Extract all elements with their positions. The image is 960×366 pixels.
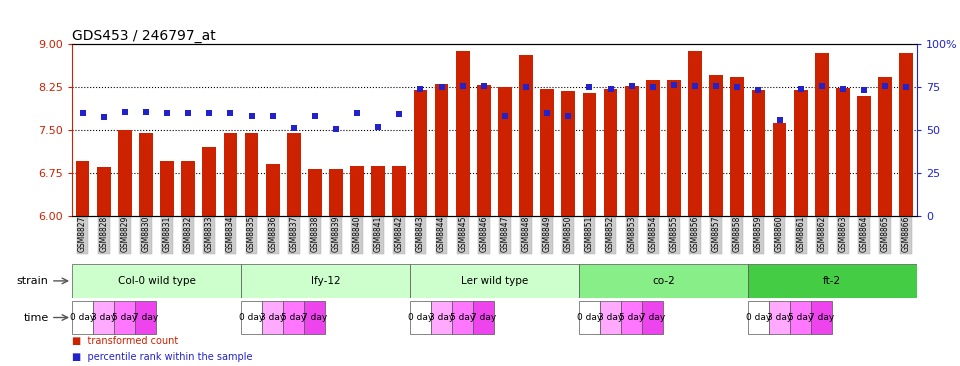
Bar [579, 264, 748, 298]
Bar [372, 166, 385, 216]
Bar [181, 161, 195, 216]
Bar [815, 53, 828, 216]
Bar [93, 301, 114, 334]
Bar [900, 53, 913, 216]
Text: 7 day: 7 day [133, 313, 158, 322]
Bar [393, 166, 406, 216]
Bar [283, 301, 304, 334]
Bar [262, 301, 283, 334]
Text: 3 day: 3 day [429, 313, 454, 322]
Text: 5 day: 5 day [281, 313, 306, 322]
Bar [72, 301, 93, 334]
Text: 3 day: 3 day [767, 313, 792, 322]
Bar [667, 80, 681, 216]
Text: 0 day: 0 day [70, 313, 95, 322]
Bar [304, 301, 325, 334]
Bar [224, 133, 237, 216]
Bar [857, 96, 871, 216]
Bar [203, 147, 216, 216]
Bar [431, 301, 452, 334]
Bar [114, 301, 135, 334]
Text: ■  transformed count: ■ transformed count [72, 336, 179, 346]
Bar [118, 130, 132, 216]
Bar [579, 301, 600, 334]
Bar [540, 89, 554, 216]
Bar [350, 166, 364, 216]
Bar [836, 88, 850, 216]
Bar [97, 167, 110, 216]
Bar [794, 90, 807, 216]
Bar [878, 77, 892, 216]
Bar [477, 85, 491, 216]
Bar [308, 169, 322, 216]
Text: co-2: co-2 [652, 276, 675, 286]
Text: 5 day: 5 day [619, 313, 644, 322]
Bar [625, 86, 638, 216]
Text: 3 day: 3 day [598, 313, 623, 322]
Bar [498, 87, 512, 216]
Bar [160, 161, 174, 216]
Bar [604, 89, 617, 216]
Bar [748, 301, 769, 334]
Bar [642, 301, 663, 334]
Bar [72, 264, 241, 298]
Text: time: time [23, 313, 49, 322]
Bar [769, 301, 790, 334]
Bar [139, 133, 153, 216]
Text: 0 day: 0 day [577, 313, 602, 322]
Bar [135, 301, 156, 334]
Bar [709, 75, 723, 216]
Bar [600, 301, 621, 334]
Text: 7 day: 7 day [302, 313, 327, 322]
Text: ft-2: ft-2 [824, 276, 841, 286]
Bar [76, 161, 89, 216]
Bar [646, 80, 660, 216]
Text: 7 day: 7 day [640, 313, 665, 322]
Bar [266, 164, 279, 216]
Bar [245, 133, 258, 216]
Text: 0 day: 0 day [746, 313, 771, 322]
Bar [562, 91, 575, 216]
Text: lfy-12: lfy-12 [311, 276, 340, 286]
Bar [773, 123, 786, 216]
Text: 3 day: 3 day [91, 313, 116, 322]
Text: 0 day: 0 day [239, 313, 264, 322]
Bar [473, 301, 494, 334]
Bar [452, 301, 473, 334]
Text: 7 day: 7 day [471, 313, 496, 322]
Text: 3 day: 3 day [260, 313, 285, 322]
Bar [752, 90, 765, 216]
Bar [456, 51, 469, 216]
Text: Col-0 wild type: Col-0 wild type [117, 276, 196, 286]
Bar [410, 264, 579, 298]
Bar [583, 93, 596, 216]
Bar [410, 301, 431, 334]
Bar [811, 301, 832, 334]
Bar [621, 301, 642, 334]
Text: 5 day: 5 day [450, 313, 475, 322]
Bar [329, 169, 343, 216]
Text: Ler wild type: Ler wild type [461, 276, 528, 286]
Bar [241, 264, 410, 298]
Bar [414, 90, 427, 216]
Bar [241, 301, 262, 334]
Bar [790, 301, 811, 334]
Bar [748, 264, 917, 298]
Bar [519, 55, 533, 216]
Bar [287, 133, 300, 216]
Text: GDS453 / 246797_at: GDS453 / 246797_at [72, 29, 216, 43]
Text: ■  percentile rank within the sample: ■ percentile rank within the sample [72, 352, 252, 362]
Text: 0 day: 0 day [408, 313, 433, 322]
Bar [731, 76, 744, 216]
Text: 5 day: 5 day [112, 313, 137, 322]
Text: 7 day: 7 day [809, 313, 834, 322]
Bar [688, 51, 702, 216]
Text: strain: strain [17, 276, 49, 286]
Text: 5 day: 5 day [788, 313, 813, 322]
Bar [435, 84, 448, 216]
